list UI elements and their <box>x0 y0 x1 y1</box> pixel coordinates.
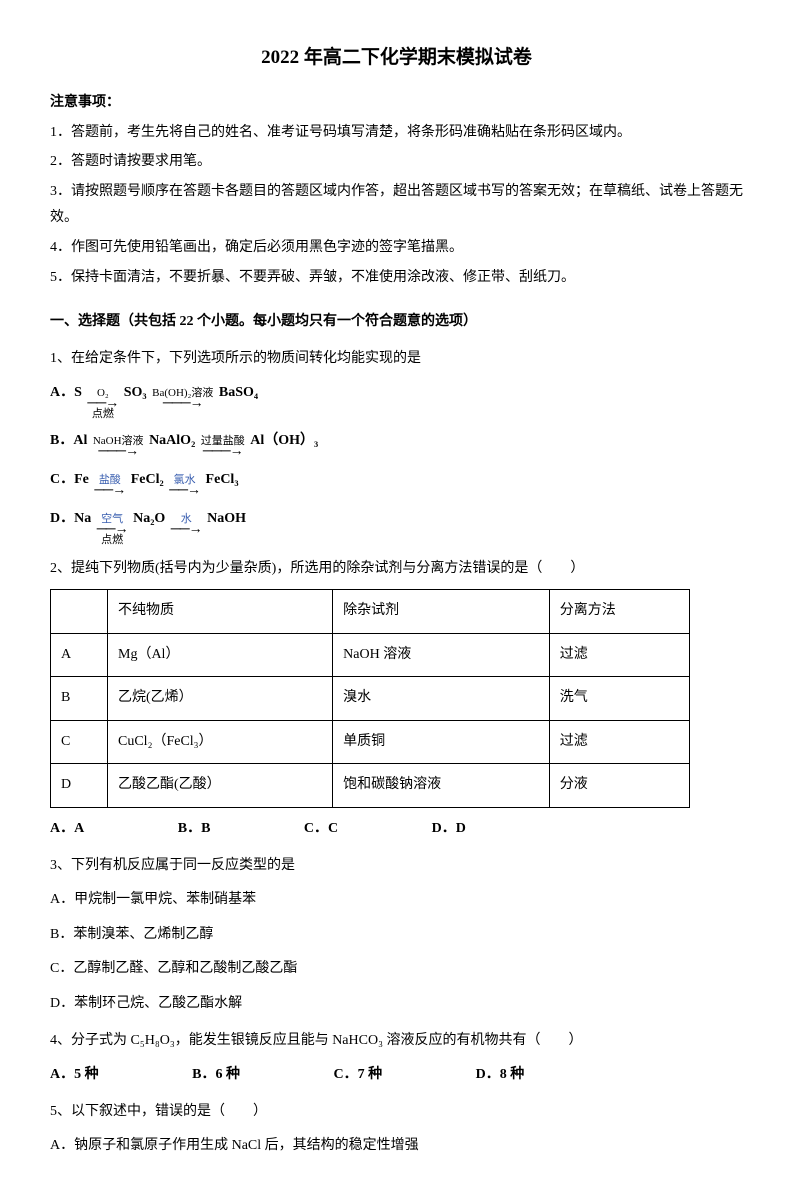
reaction-mid: NaAlO₂ <box>149 433 195 448</box>
option-A: A．甲烷制一氯甲烷、苯制硝基苯 <box>50 887 743 914</box>
reaction-arrow: O₂ ──→ 点燃 <box>87 388 118 420</box>
option-B: B．苯制溴苯、乙烯制乙醇 <box>50 922 743 949</box>
purification-table: 不纯物质 除杂试剂 分离方法 A Mg（Al） NaOH 溶液 过滤 B 乙烷(… <box>50 589 690 808</box>
reaction-arrow: 盐酸 ──→ <box>94 475 125 498</box>
arrow-icon: ───→ <box>98 445 138 459</box>
reaction-end: BaSO₄ <box>219 385 258 400</box>
table-cell: 过滤 <box>549 633 689 677</box>
table-cell: D <box>51 764 108 808</box>
option-D: D．苯制环己烷、乙酸乙酯水解 <box>50 991 743 1018</box>
reaction-mid: FeCl₂ <box>131 472 164 487</box>
table-cell: CuCl₂（FeCl₃） <box>108 720 333 764</box>
table-header-row: 不纯物质 除杂试剂 分离方法 <box>51 590 690 634</box>
page-title: 2022 年高二下化学期末模拟试卷 <box>50 40 743 76</box>
option-row: A．A B．B C．C D．D <box>50 816 743 843</box>
reaction-end: Al（OH）₃ <box>250 433 318 448</box>
table-header: 除杂试剂 <box>333 590 550 634</box>
question-stem: 5、以下叙述中，错误的是（ ） <box>50 1099 743 1126</box>
table-cell: 过滤 <box>549 720 689 764</box>
table-header <box>51 590 108 634</box>
option-C: C．7 种 <box>333 1062 382 1089</box>
table-cell: C <box>51 720 108 764</box>
option-A: A．钠原子和氯原子作用生成 NaCl 后，其结构的稳定性增强 <box>50 1133 743 1160</box>
reaction-mid: SO₃ <box>124 385 147 400</box>
table-header: 分离方法 <box>549 590 689 634</box>
arrow-icon: ──→ <box>169 484 200 498</box>
instruction-item: 1．答题前，考生先将自己的姓名、准考证号码填写清楚，将条形码准确粘贴在条形码区域… <box>50 120 743 147</box>
arrow-bottom-label: 点燃 <box>101 535 123 546</box>
reaction-mid: Na₂O <box>133 511 165 526</box>
table-cell: 溴水 <box>333 677 550 721</box>
instructions-block: 注意事项： 1．答题前，考生先将自己的姓名、准考证号码填写清楚，将条形码准确粘贴… <box>50 90 743 291</box>
reaction-end: NaOH <box>207 511 246 526</box>
option-lead: A．S <box>50 385 82 400</box>
table-cell: 乙酸乙酯(乙酸） <box>108 764 333 808</box>
table-row: C CuCl₂（FeCl₃） 单质铜 过滤 <box>51 720 690 764</box>
option-D: D．8 种 <box>476 1062 525 1089</box>
instruction-item: 5．保持卡面清洁，不要折暴、不要弄破、弄皱，不准使用涂改液、修正带、刮纸刀。 <box>50 265 743 292</box>
arrow-icon: ───→ <box>203 445 243 459</box>
instruction-item: 3．请按照题号顺序在答题卡各题目的答题区域内作答，超出答题区域书写的答案无效；在… <box>50 179 743 232</box>
instruction-item: 2．答题时请按要求用笔。 <box>50 149 743 176</box>
table-row: D 乙酸乙酯(乙酸） 饱和碳酸钠溶液 分液 <box>51 764 690 808</box>
option-B: B．Al NaOH溶液 ───→ NaAlO₂ 过量盐酸 ───→ Al（OH）… <box>50 428 743 459</box>
option-A: A．S O₂ ──→ 点燃 SO₃ Ba(OH)₂溶液 ───→ BaSO₄ <box>50 380 743 420</box>
table-cell: 单质铜 <box>333 720 550 764</box>
table-cell: Mg（Al） <box>108 633 333 677</box>
table-row: B 乙烷(乙烯） 溴水 洗气 <box>51 677 690 721</box>
table-cell: 分液 <box>549 764 689 808</box>
option-D: D．D <box>432 816 466 843</box>
table-cell: 洗气 <box>549 677 689 721</box>
instructions-header: 注意事项： <box>50 90 743 117</box>
option-lead: D．Na <box>50 511 91 526</box>
question-stem: 3、下列有机反应属于同一反应类型的是 <box>50 853 743 880</box>
reaction-arrow: 空气 ──→ 点燃 <box>97 514 128 546</box>
question-1: 1、在给定条件下，下列选项所示的物质间转化均能实现的是 A．S O₂ ──→ 点… <box>50 346 743 547</box>
reaction-arrow: Ba(OH)₂溶液 ───→ <box>152 388 213 411</box>
reaction-arrow: 过量盐酸 ───→ <box>201 436 245 459</box>
table-header: 不纯物质 <box>108 590 333 634</box>
question-5: 5、以下叙述中，错误的是（ ） A．钠原子和氯原子作用生成 NaCl 后，其结构… <box>50 1099 743 1160</box>
option-C: C．Fe 盐酸 ──→ FeCl₂ 氯水 ──→ FeCl₃ <box>50 467 743 498</box>
option-D: D．Na 空气 ──→ 点燃 Na₂O 水 ──→ NaOH <box>50 506 743 546</box>
reaction-arrow: 氯水 ──→ <box>169 475 200 498</box>
option-A: A．5 种 <box>50 1062 99 1089</box>
table-cell: 乙烷(乙烯） <box>108 677 333 721</box>
instruction-item: 4．作图可先使用铅笔画出，确定后必须用黑色字迹的签字笔描黑。 <box>50 235 743 262</box>
arrow-icon: ───→ <box>163 397 203 411</box>
question-stem: 2、提纯下列物质(括号内为少量杂质)，所选用的除杂试剂与分离方法错误的是（ ） <box>50 556 743 583</box>
option-C: C．乙醇制乙醛、乙醇和乙酸制乙酸乙酯 <box>50 956 743 983</box>
table-cell: A <box>51 633 108 677</box>
option-row: A．5 种 B．6 种 C．7 种 D．8 种 <box>50 1062 743 1089</box>
arrow-icon: ──→ <box>94 484 125 498</box>
question-3: 3、下列有机反应属于同一反应类型的是 A．甲烷制一氯甲烷、苯制硝基苯 B．苯制溴… <box>50 853 743 1018</box>
reaction-end: FeCl₃ <box>206 472 239 487</box>
question-stem: 1、在给定条件下，下列选项所示的物质间转化均能实现的是 <box>50 346 743 373</box>
question-2: 2、提纯下列物质(括号内为少量杂质)，所选用的除杂试剂与分离方法错误的是（ ） … <box>50 556 743 842</box>
arrow-icon: ──→ <box>171 523 202 537</box>
table-cell: NaOH 溶液 <box>333 633 550 677</box>
table-cell: 饱和碳酸钠溶液 <box>333 764 550 808</box>
question-4: 4、分子式为 C₅H₈O₃，能发生银镜反应且能与 NaHCO₃ 溶液反应的有机物… <box>50 1028 743 1089</box>
reaction-arrow: 水 ──→ <box>171 514 202 537</box>
arrow-bottom-label: 点燃 <box>92 409 114 420</box>
question-stem: 4、分子式为 C₅H₈O₃，能发生银镜反应且能与 NaHCO₃ 溶液反应的有机物… <box>50 1028 743 1055</box>
option-lead: B．Al <box>50 433 87 448</box>
table-row: A Mg（Al） NaOH 溶液 过滤 <box>51 633 690 677</box>
section-1-title: 一、选择题（共包括 22 个小题。每小题均只有一个符合题意的选项） <box>50 309 743 336</box>
option-B: B．6 种 <box>192 1062 240 1089</box>
option-C: C．C <box>304 816 338 843</box>
reaction-arrow: NaOH溶液 ───→ <box>93 436 144 459</box>
option-A: A．A <box>50 816 84 843</box>
table-cell: B <box>51 677 108 721</box>
option-B: B．B <box>178 816 211 843</box>
option-lead: C．Fe <box>50 472 89 487</box>
